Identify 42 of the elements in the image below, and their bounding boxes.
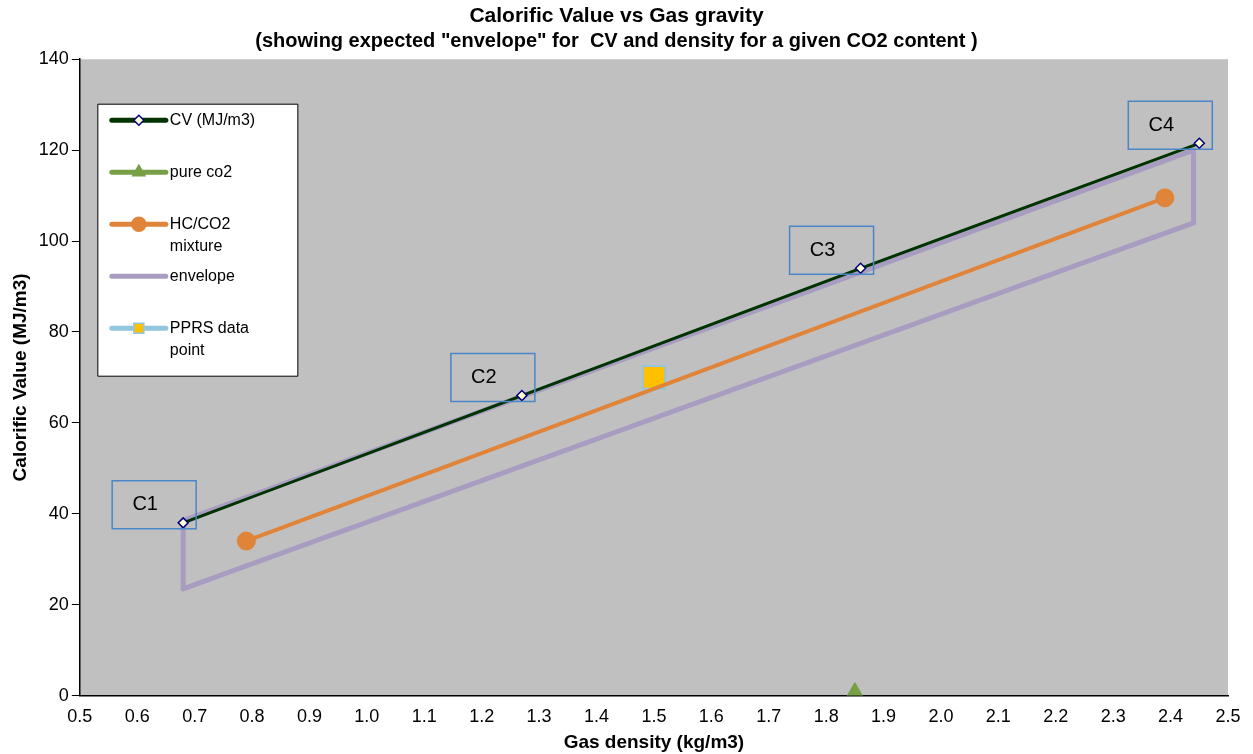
x-tick-label: 2.0 <box>928 706 954 727</box>
y-axis-title: Calorific Value (MJ/m3) <box>8 273 30 482</box>
y-tick-label: 100 <box>38 230 69 250</box>
x-tick-label: 0.5 <box>67 706 93 727</box>
x-tick-label: 2.1 <box>985 706 1011 727</box>
legend-label: PPRS data point <box>169 318 250 358</box>
x-tick-label: 1.2 <box>469 706 495 727</box>
y-tick-label: 20 <box>48 593 69 614</box>
x-tick-label: 1.5 <box>641 706 667 727</box>
x-tick-label: 1.7 <box>756 706 782 727</box>
x-tick-label: 2.2 <box>1043 706 1069 727</box>
legend-label: envelope <box>169 266 235 284</box>
x-tick-label: 2.4 <box>1158 706 1184 727</box>
y-tick-label: 40 <box>48 502 69 523</box>
chart-title: Calorific Value vs Gas gravity <box>469 3 764 27</box>
annotation: C1 <box>132 492 158 515</box>
x-tick-label: 0.7 <box>182 706 208 727</box>
y-tick-label: 80 <box>48 320 69 341</box>
chart-subtitle: (showing expected "envelope" for CV and density for a given CO2 content ) <box>255 28 978 51</box>
annotation: C4 <box>1148 112 1175 135</box>
x-tick-label: 1.3 <box>526 706 552 727</box>
y-tick-label: 140 <box>38 48 69 69</box>
x-tick-label: 0.6 <box>124 706 150 727</box>
x-tick-label: 0.9 <box>296 706 322 727</box>
x-tick-label: 2.3 <box>1100 706 1126 727</box>
x-tick-label: 0.8 <box>239 706 265 727</box>
y-tick-label: 60 <box>48 411 69 432</box>
y-tick-label: 0 <box>58 684 69 705</box>
x-tick-label: 1.6 <box>698 706 724 727</box>
x-tick-label: 1.1 <box>411 706 437 727</box>
legend-label: CV (MJ/m3) <box>169 110 256 128</box>
annotation: C3 <box>809 237 836 260</box>
x-tick-label: 1.8 <box>813 706 839 727</box>
legend-label: HC/CO2 mixture <box>169 214 231 254</box>
x-tick-label: 2.5 <box>1215 706 1241 727</box>
x-tick-label: 1.4 <box>583 706 610 727</box>
legend-label: pure co2 <box>169 162 233 180</box>
annotation: C2 <box>471 365 497 388</box>
y-tick-label: 120 <box>38 139 69 160</box>
x-tick-label: 1.0 <box>354 706 380 727</box>
x-tick-label: 1.9 <box>871 706 897 727</box>
x-axis-title: Gas density (kg/m3) <box>563 730 745 752</box>
